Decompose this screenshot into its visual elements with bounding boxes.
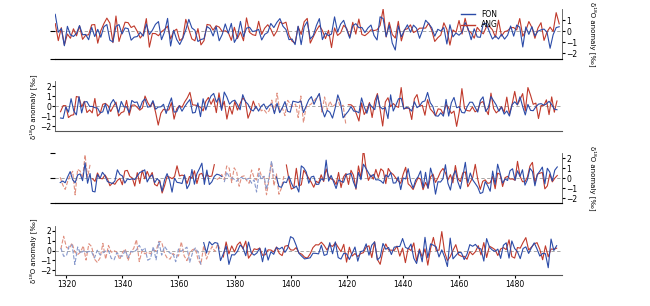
- Y-axis label: δ¹⁸O anomaly [‰]: δ¹⁸O anomaly [‰]: [29, 218, 37, 283]
- Y-axis label: δ¹⁸O anomaly [‰]: δ¹⁸O anomaly [‰]: [29, 74, 37, 139]
- Y-axis label: δ¹⁸O anomaly [‰]: δ¹⁸O anomaly [‰]: [589, 146, 597, 211]
- Y-axis label: δ¹⁸O anomaly [‰]: δ¹⁸O anomaly [‰]: [589, 2, 597, 66]
- Legend: FON, ANG: FON, ANG: [458, 7, 501, 32]
